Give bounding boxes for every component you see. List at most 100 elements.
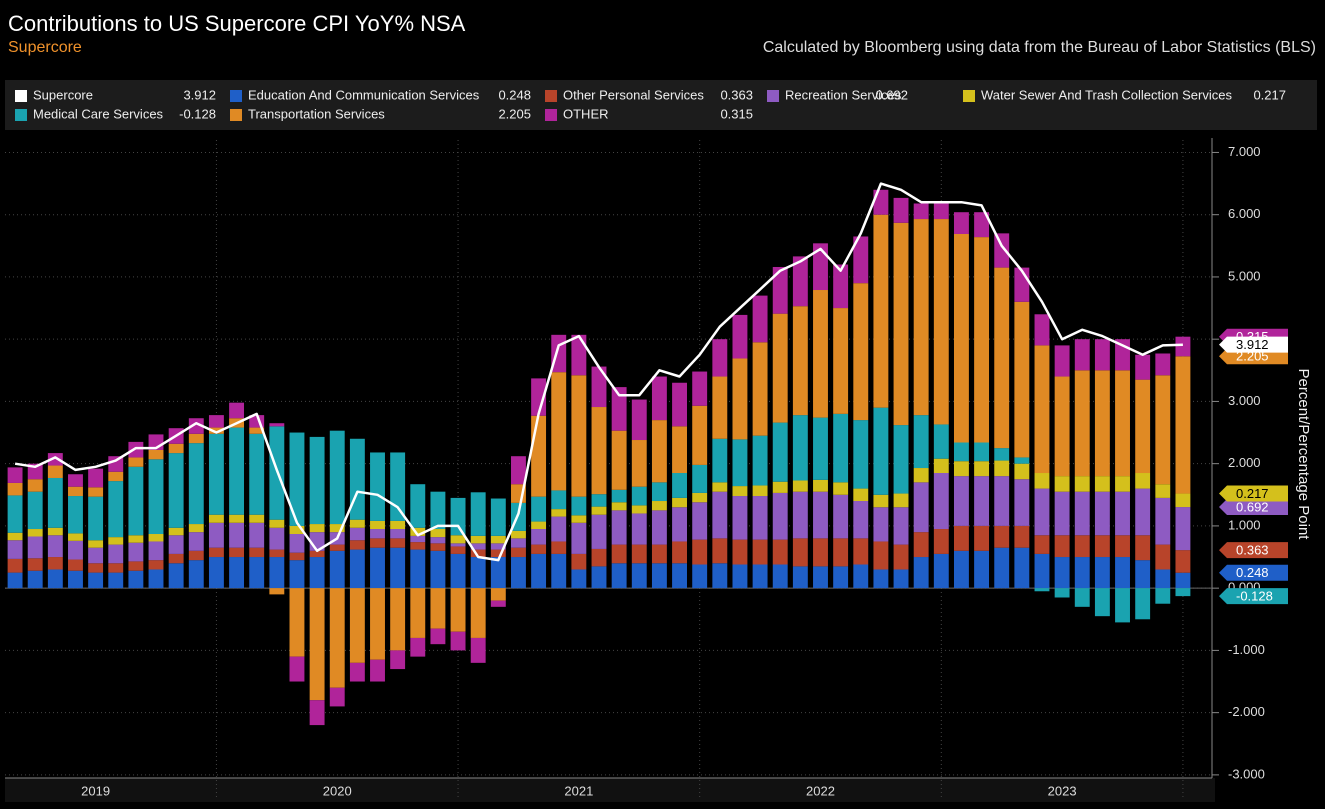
bar-segment (591, 566, 607, 589)
bar-segment (953, 212, 969, 234)
bar-segment (1135, 473, 1151, 489)
bar-segment (853, 283, 869, 421)
bar-segment (470, 543, 486, 550)
bar-segment (651, 420, 667, 483)
bar-segment (1175, 550, 1191, 573)
bar-segment (772, 422, 788, 482)
bar-segment (470, 549, 486, 558)
bar-segment (813, 243, 828, 291)
bar-segment (7, 495, 23, 533)
bar-segment (88, 563, 104, 573)
bar-segment (390, 529, 406, 539)
bar-segment (68, 540, 83, 560)
bar-segment (1175, 572, 1191, 589)
supercore-line (14, 182, 1183, 562)
legend-value: 2.205 (498, 106, 531, 121)
legend-swatch (230, 90, 242, 102)
bar-segment (108, 456, 124, 472)
y-tick-label: -1.000 (1228, 642, 1265, 657)
bar-segment (269, 549, 285, 558)
bar-segment (853, 501, 869, 539)
bar-segment (672, 563, 687, 589)
bar-segment (1054, 535, 1070, 558)
bar-segment (913, 415, 929, 469)
bar-segment (1094, 476, 1110, 492)
legend-swatch (767, 90, 779, 102)
bar-segment (68, 533, 83, 541)
bar-segment (88, 487, 104, 497)
bar-segment (732, 539, 748, 565)
bar-segment (511, 547, 526, 558)
bar-segment (370, 538, 385, 548)
bar-segment (349, 519, 365, 528)
bar-segment (1014, 457, 1030, 464)
bar-segment (168, 527, 184, 536)
bar-segment (732, 564, 748, 589)
bar-segment (168, 443, 184, 454)
bar-segment (47, 527, 63, 536)
bar-segment (953, 442, 969, 462)
bar-segment (269, 527, 285, 550)
bar-segment (953, 476, 969, 526)
bar-segment (933, 219, 949, 425)
bar-segment (390, 452, 406, 521)
bar-segment (490, 557, 506, 589)
x-tick-label: 2020 (323, 783, 352, 798)
value-tag (1219, 588, 1288, 605)
bar-segment (853, 538, 869, 565)
bar-segment (1074, 588, 1090, 607)
bar-segment (631, 544, 647, 564)
bar-segment (309, 700, 325, 726)
bar-segment (591, 548, 607, 567)
bar-segment (1155, 569, 1171, 589)
y-tick-label: 3.000 (1228, 393, 1261, 408)
bar-segment (752, 342, 768, 436)
bar-segment (450, 631, 466, 651)
bar-segment (68, 486, 83, 497)
bar-segment (611, 502, 627, 511)
y-axis-label: Percent/Percentage Point (1295, 369, 1312, 541)
bar-segment (953, 461, 969, 477)
bar-segment (571, 515, 587, 523)
bar-segment (208, 433, 224, 515)
bar-segment (450, 543, 466, 547)
bar-segment (712, 339, 728, 377)
bar-segment (873, 407, 889, 495)
bar-segment (511, 538, 526, 548)
bar-segment (1115, 476, 1130, 492)
bar-segment (289, 588, 305, 657)
bar-segment (450, 497, 466, 536)
bar-segment (1115, 588, 1130, 623)
bar-segment (390, 538, 406, 548)
bar-segment (1115, 370, 1130, 477)
bar-segment (410, 637, 426, 657)
bar-segment (1155, 588, 1171, 604)
bar-segment (551, 372, 567, 491)
bar-segment (813, 491, 828, 539)
legend-label: Transportation Services (248, 106, 385, 121)
bar-segment (893, 493, 909, 508)
bar-segment (27, 570, 43, 589)
bar-segment (551, 516, 567, 542)
bar-segment (390, 588, 406, 651)
source-note: Calculated by Bloomberg using data from … (763, 39, 1316, 56)
bar-segment (893, 222, 909, 426)
bar-segment (470, 637, 486, 663)
bar-segment (672, 473, 687, 498)
bar-segment (571, 553, 587, 570)
bar-segment (470, 492, 486, 536)
bar-segment (913, 468, 929, 483)
bar-segment (430, 529, 446, 538)
bar-segment (1115, 557, 1130, 589)
legend-band (5, 80, 1317, 130)
bar-segment (833, 494, 849, 539)
bar-segment (309, 436, 325, 525)
bar-segment (611, 563, 627, 589)
legend-label: Supercore (33, 87, 93, 102)
bar-segment (732, 439, 748, 487)
bar-segment (692, 492, 708, 503)
bar-segment (470, 588, 486, 638)
bar-segment (631, 399, 647, 441)
x-tick-label: 2019 (81, 783, 110, 798)
bar-segment (732, 314, 748, 359)
